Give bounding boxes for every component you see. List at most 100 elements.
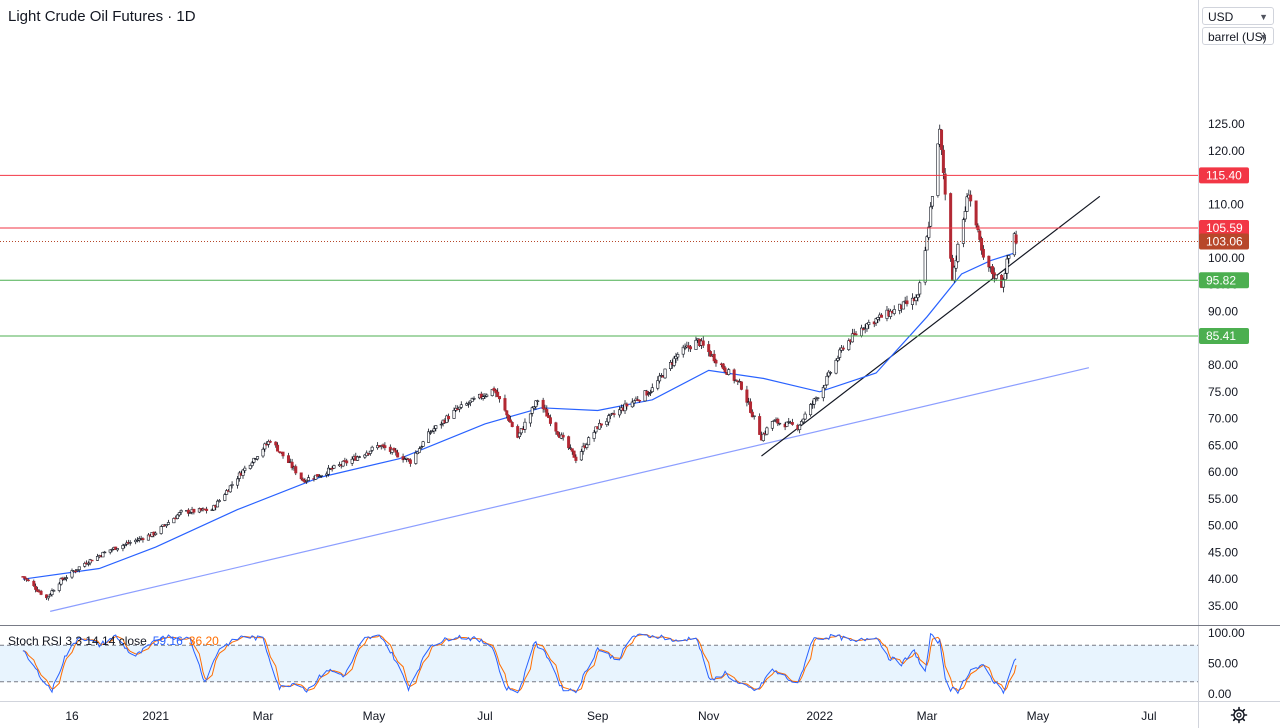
candle: [799, 419, 803, 426]
horizontal-levels: [0, 174, 1198, 337]
currency-select[interactable]: USD ▼: [1202, 7, 1274, 25]
y-tick-label: 100.00: [1208, 251, 1245, 265]
candle: [286, 452, 290, 463]
candle: [536, 399, 540, 406]
candle: [681, 344, 685, 358]
x-tick-label: 16: [65, 709, 79, 723]
candle: [727, 367, 731, 376]
candle: [52, 589, 56, 592]
candle: [317, 474, 321, 478]
candle: [57, 581, 61, 593]
candle: [852, 328, 856, 336]
stoch-tick-label: 0.00: [1208, 687, 1232, 701]
candle: [86, 561, 90, 567]
candle: [761, 432, 765, 442]
candle: [74, 569, 78, 574]
candle: [598, 419, 602, 430]
candle: [709, 350, 713, 357]
candle: [721, 362, 725, 370]
candle: [809, 403, 813, 417]
candle: [316, 474, 320, 477]
candle: [503, 394, 507, 412]
candle: [32, 579, 36, 588]
candle: [556, 431, 560, 437]
y-tick-label: 110.00: [1208, 197, 1244, 211]
chart-title: Light Crude Oil Futures · 1D: [8, 8, 196, 25]
candle: [892, 305, 896, 316]
candle: [723, 365, 727, 374]
candle: [623, 400, 627, 414]
candle: [419, 445, 423, 450]
candle: [492, 386, 496, 392]
candle: [146, 533, 150, 541]
candle: [910, 293, 914, 310]
candle: [479, 391, 483, 400]
candle: [981, 245, 985, 260]
candle: [216, 499, 220, 508]
candlesticks: [21, 124, 1018, 601]
candle: [865, 322, 869, 332]
y-tick-label: 60.00: [1208, 465, 1238, 479]
candle: [330, 466, 334, 472]
candle: [554, 421, 558, 435]
candle: [607, 413, 611, 426]
candle: [468, 400, 472, 407]
candle: [432, 425, 436, 435]
currency-value: USD: [1208, 10, 1234, 24]
candle: [212, 504, 216, 511]
candle: [880, 313, 884, 318]
candle: [770, 421, 774, 431]
y-tick-label: 65.00: [1208, 438, 1238, 452]
candle: [523, 418, 527, 433]
level-badge: 95.82: [1199, 272, 1249, 289]
candle: [439, 421, 443, 429]
candle: [363, 453, 367, 459]
candle: [987, 255, 991, 272]
candle: [128, 540, 132, 546]
candle: [337, 461, 341, 467]
moving-average: [22, 251, 1017, 580]
stoch-k-line: [22, 632, 1017, 695]
x-tick-label: May: [1027, 709, 1050, 723]
candle: [497, 396, 501, 403]
candle: [176, 513, 180, 520]
candle: [83, 561, 87, 568]
gear-icon[interactable]: [1230, 706, 1248, 724]
stoch-rsi-k-value: 59.16: [152, 634, 183, 648]
candle: [188, 511, 192, 515]
candle: [306, 474, 310, 481]
x-tick-label: Nov: [698, 709, 719, 723]
candle: [172, 517, 176, 524]
trendline-2[interactable]: [761, 195, 1101, 457]
stoch-tick-label: 100.00: [1208, 626, 1245, 640]
candle: [510, 421, 514, 428]
candle: [457, 406, 461, 413]
candle: [134, 538, 138, 545]
candle: [261, 447, 265, 458]
candle: [749, 398, 753, 414]
trendline-1[interactable]: [50, 367, 1090, 612]
candle: [125, 540, 129, 547]
candle: [281, 451, 285, 459]
candle: [587, 436, 591, 446]
candle: [752, 415, 756, 420]
candle: [974, 200, 978, 228]
x-tick-label: May: [363, 709, 386, 723]
candle: [567, 435, 571, 451]
ma-line: [22, 251, 1017, 580]
candle: [186, 508, 190, 517]
candle: [889, 308, 893, 320]
y-tick-label: 45.00: [1208, 545, 1238, 559]
x-tick-label: Mar: [917, 709, 938, 723]
level-badge: 115.40: [1199, 167, 1249, 184]
unit-select[interactable]: barrel (US) ▼: [1202, 27, 1274, 45]
candle: [676, 352, 680, 361]
candle: [827, 369, 831, 378]
x-tick-label: Mar: [253, 709, 274, 723]
candle: [980, 236, 984, 255]
candle: [39, 589, 43, 596]
candle: [954, 255, 958, 272]
candle: [534, 400, 538, 410]
candle: [90, 559, 94, 562]
